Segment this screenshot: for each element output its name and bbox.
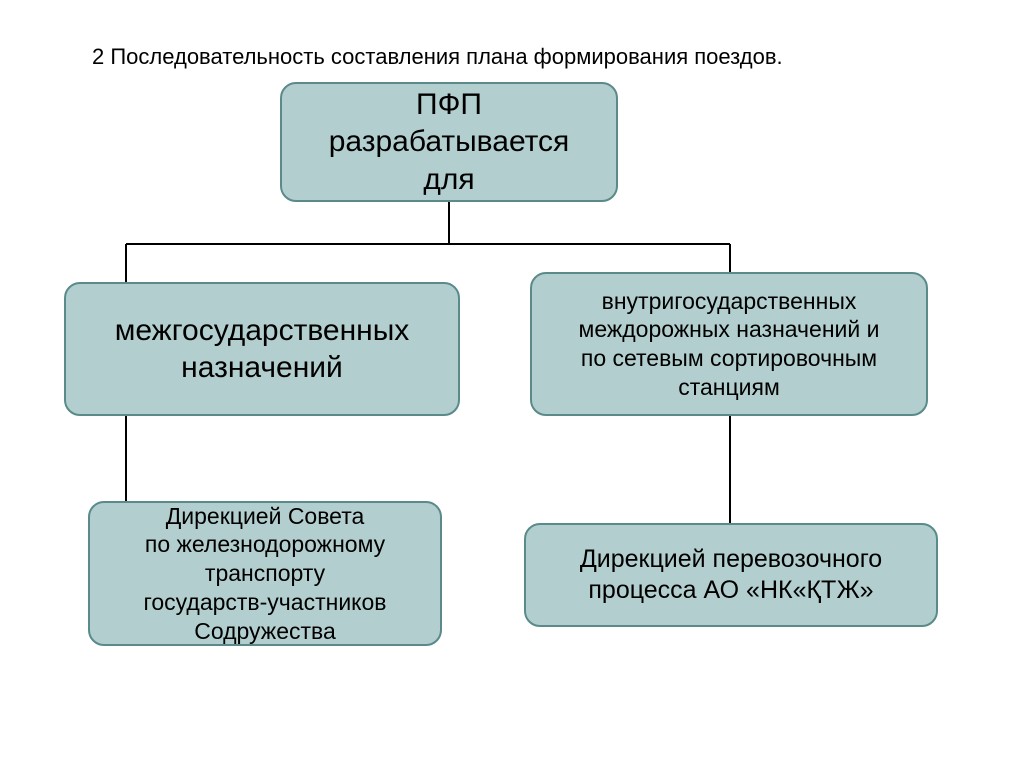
node-right2-label: Дирекцией перевозочного процесса АО «НК«… (580, 544, 882, 607)
node-right1-label: внутригосударственных междорожных назнач… (579, 287, 880, 402)
node-left2: Дирекцией Совета по железнодорожному тра… (88, 501, 442, 646)
node-left1: межгосударственных назначений (64, 282, 460, 416)
node-left2-label: Дирекцией Совета по железнодорожному тра… (143, 502, 386, 646)
node-right2: Дирекцией перевозочного процесса АО «НК«… (524, 523, 938, 627)
node-root: ПФП разрабатывается для (280, 82, 618, 202)
node-root-label: ПФП разрабатывается для (329, 86, 570, 199)
diagram-canvas: 2 Последовательность составления плана ф… (0, 0, 1024, 768)
node-left1-label: межгосударственных назначений (115, 312, 410, 387)
diagram-title: 2 Последовательность составления плана ф… (92, 44, 783, 70)
node-right1: внутригосударственных междорожных назнач… (530, 272, 928, 416)
